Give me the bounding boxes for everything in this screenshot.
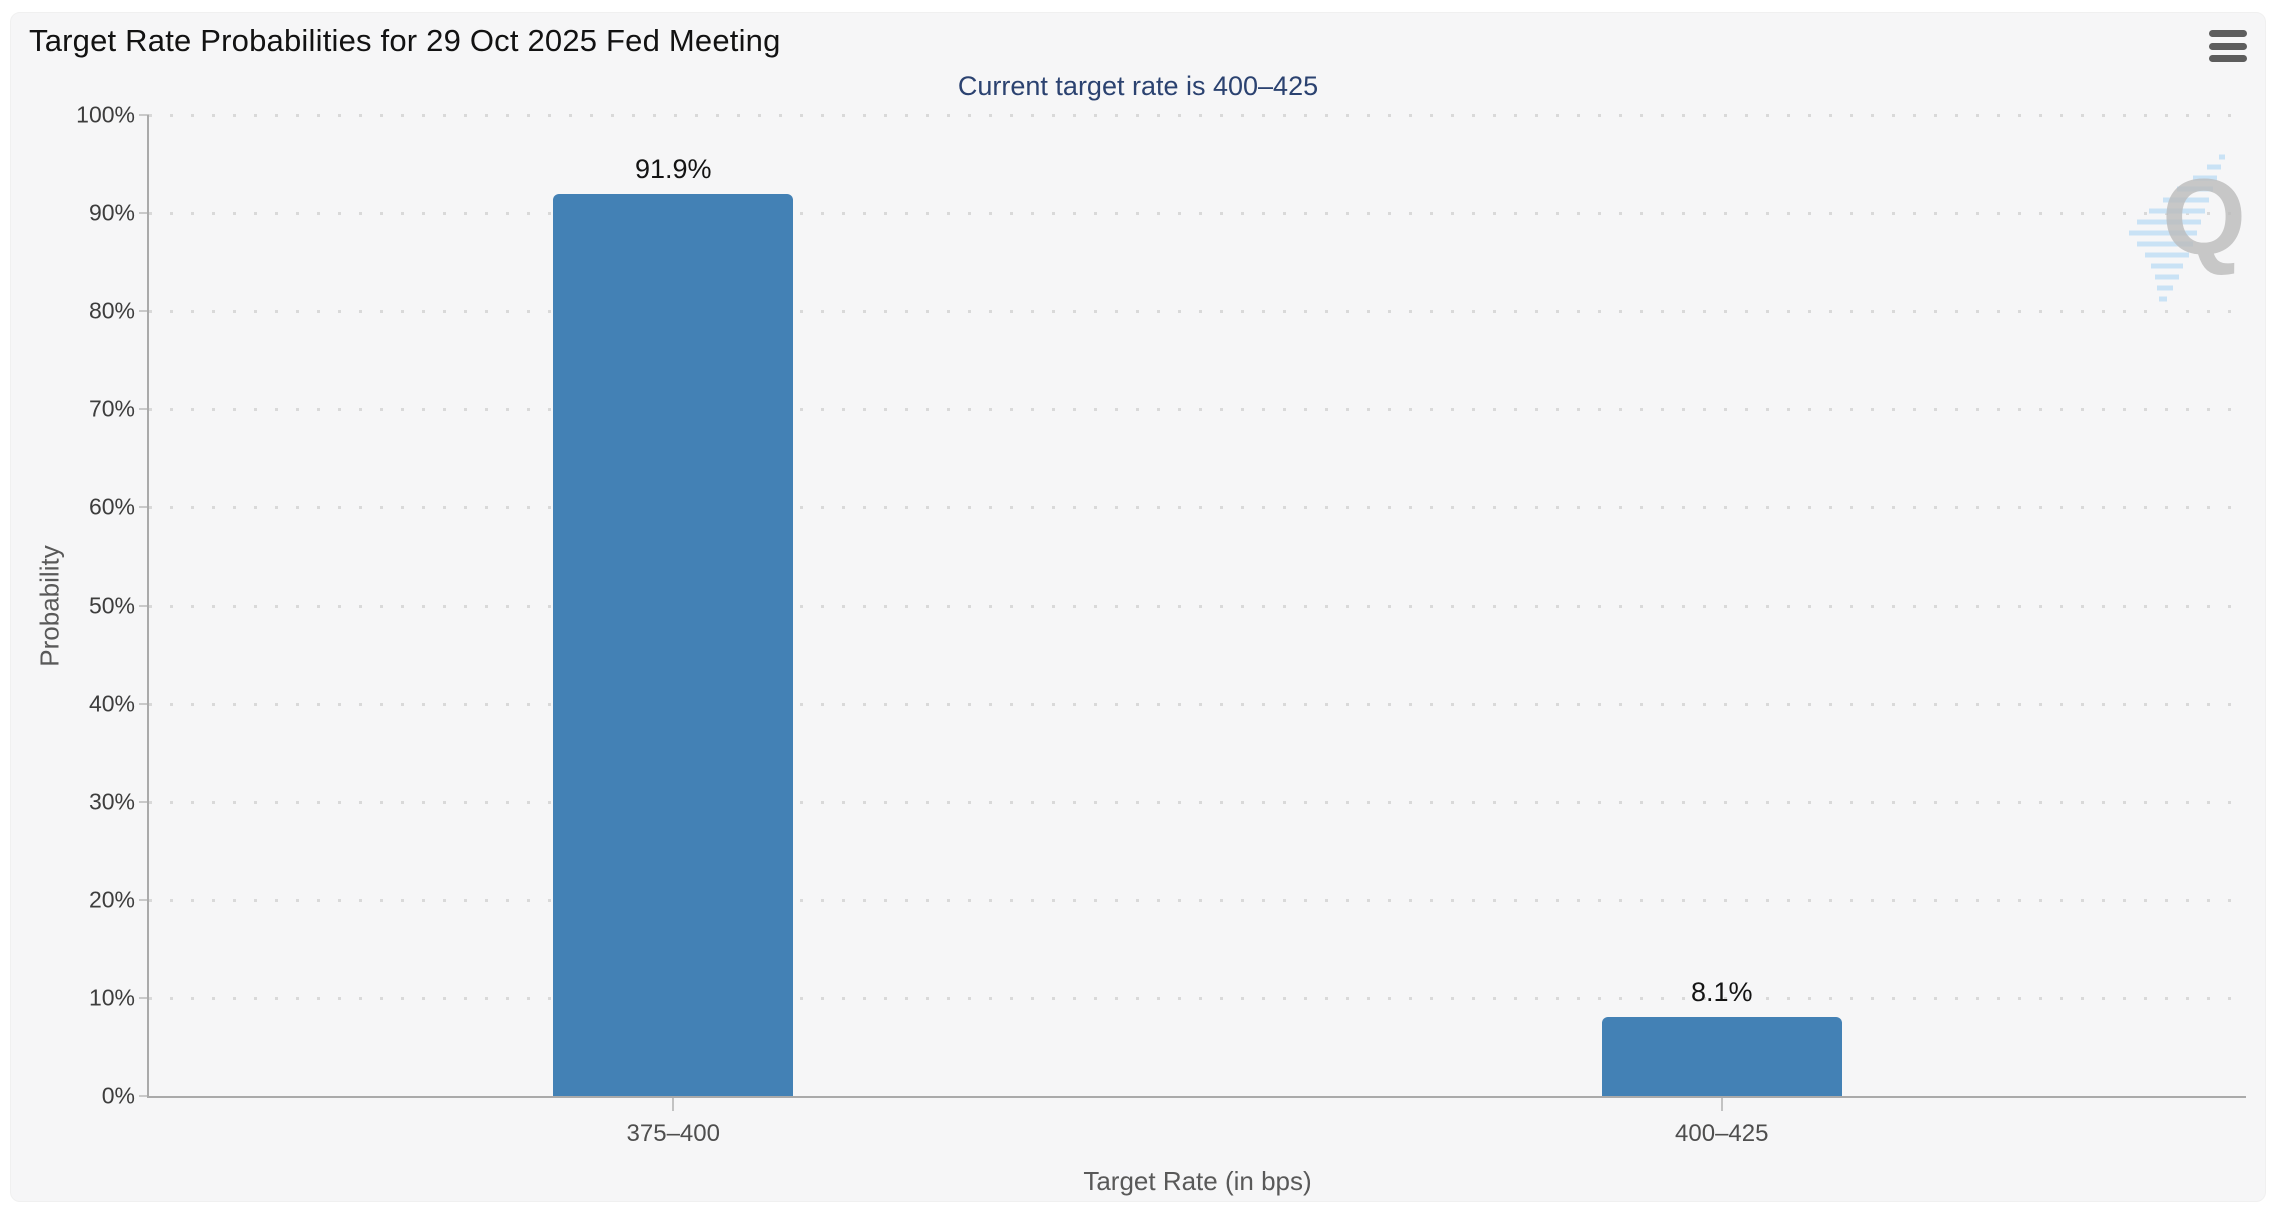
y-tick-label: 30% — [88, 788, 135, 815]
gridline-70 — [149, 408, 2246, 412]
x-axis-title: Target Rate (in bps) — [1083, 1166, 1312, 1196]
chart-title: Target Rate Probabilities for 29 Oct 202… — [29, 23, 781, 58]
bar-value-label: 8.1% — [1690, 976, 1753, 1007]
x-tick-label: 375–400 — [626, 1120, 720, 1147]
y-tick-mark — [139, 898, 149, 901]
y-tick-mark — [139, 310, 149, 313]
y-tick-mark — [139, 702, 149, 705]
y-tick-label: 40% — [88, 690, 135, 717]
gridline-80 — [149, 310, 2246, 314]
y-tick-label: 60% — [88, 493, 135, 520]
gridline-50 — [149, 604, 2246, 608]
y-tick-mark — [139, 604, 149, 607]
y-tick-mark — [139, 212, 149, 215]
bar-375–400[interactable] — [553, 194, 794, 1096]
y-tick-mark — [139, 114, 149, 116]
bar-400–425[interactable] — [1601, 1016, 1842, 1096]
hamburger-bar — [2209, 55, 2247, 62]
y-tick-label: 90% — [88, 199, 135, 226]
y-tick-mark — [139, 1095, 149, 1097]
plot-area: 0% 10% 20% 30% 40% 50% 60% 70% 80% 90% 100% 91.9% 37… — [11, 13, 2265, 1201]
y-tick-label: 50% — [88, 592, 135, 618]
x-tick-label: 400–425 — [1675, 1120, 1769, 1147]
gridline-30 — [149, 800, 2246, 804]
y-tick-mark — [139, 408, 149, 411]
y-tick-label: 100% — [76, 101, 135, 128]
hamburger-bar — [2209, 42, 2247, 50]
y-axis-title: Probability — [34, 544, 65, 667]
gridline-90 — [149, 212, 2246, 216]
y-tick-label: 80% — [88, 297, 135, 324]
y-tick-label: 0% — [101, 1082, 135, 1109]
x-tick-mark — [672, 1098, 675, 1111]
y-tick-label: 20% — [88, 886, 135, 913]
y-tick-mark — [139, 800, 149, 803]
y-axis-line — [147, 115, 149, 1098]
bar-value-label: 91.9% — [634, 154, 712, 185]
chart-card: Target Rate Probabilities for 29 Oct 202… — [10, 12, 2266, 1202]
gridline-10 — [149, 996, 2246, 1000]
hamburger-bar — [2209, 30, 2247, 37]
gridline-60 — [149, 506, 2246, 510]
y-tick-label: 70% — [88, 395, 135, 422]
gridline-100 — [149, 114, 2246, 117]
hamburger-menu-icon[interactable] — [2209, 30, 2247, 62]
chart-subtitle: Current target rate is 400–425 — [957, 71, 1319, 101]
y-tick-mark — [139, 996, 149, 999]
y-tick-mark — [139, 506, 149, 509]
x-tick-mark — [1720, 1098, 1723, 1111]
gridline-40 — [149, 702, 2246, 706]
y-tick-label: 10% — [88, 984, 135, 1011]
gridline-20 — [149, 898, 2246, 902]
x-axis-baseline — [147, 1096, 2246, 1098]
